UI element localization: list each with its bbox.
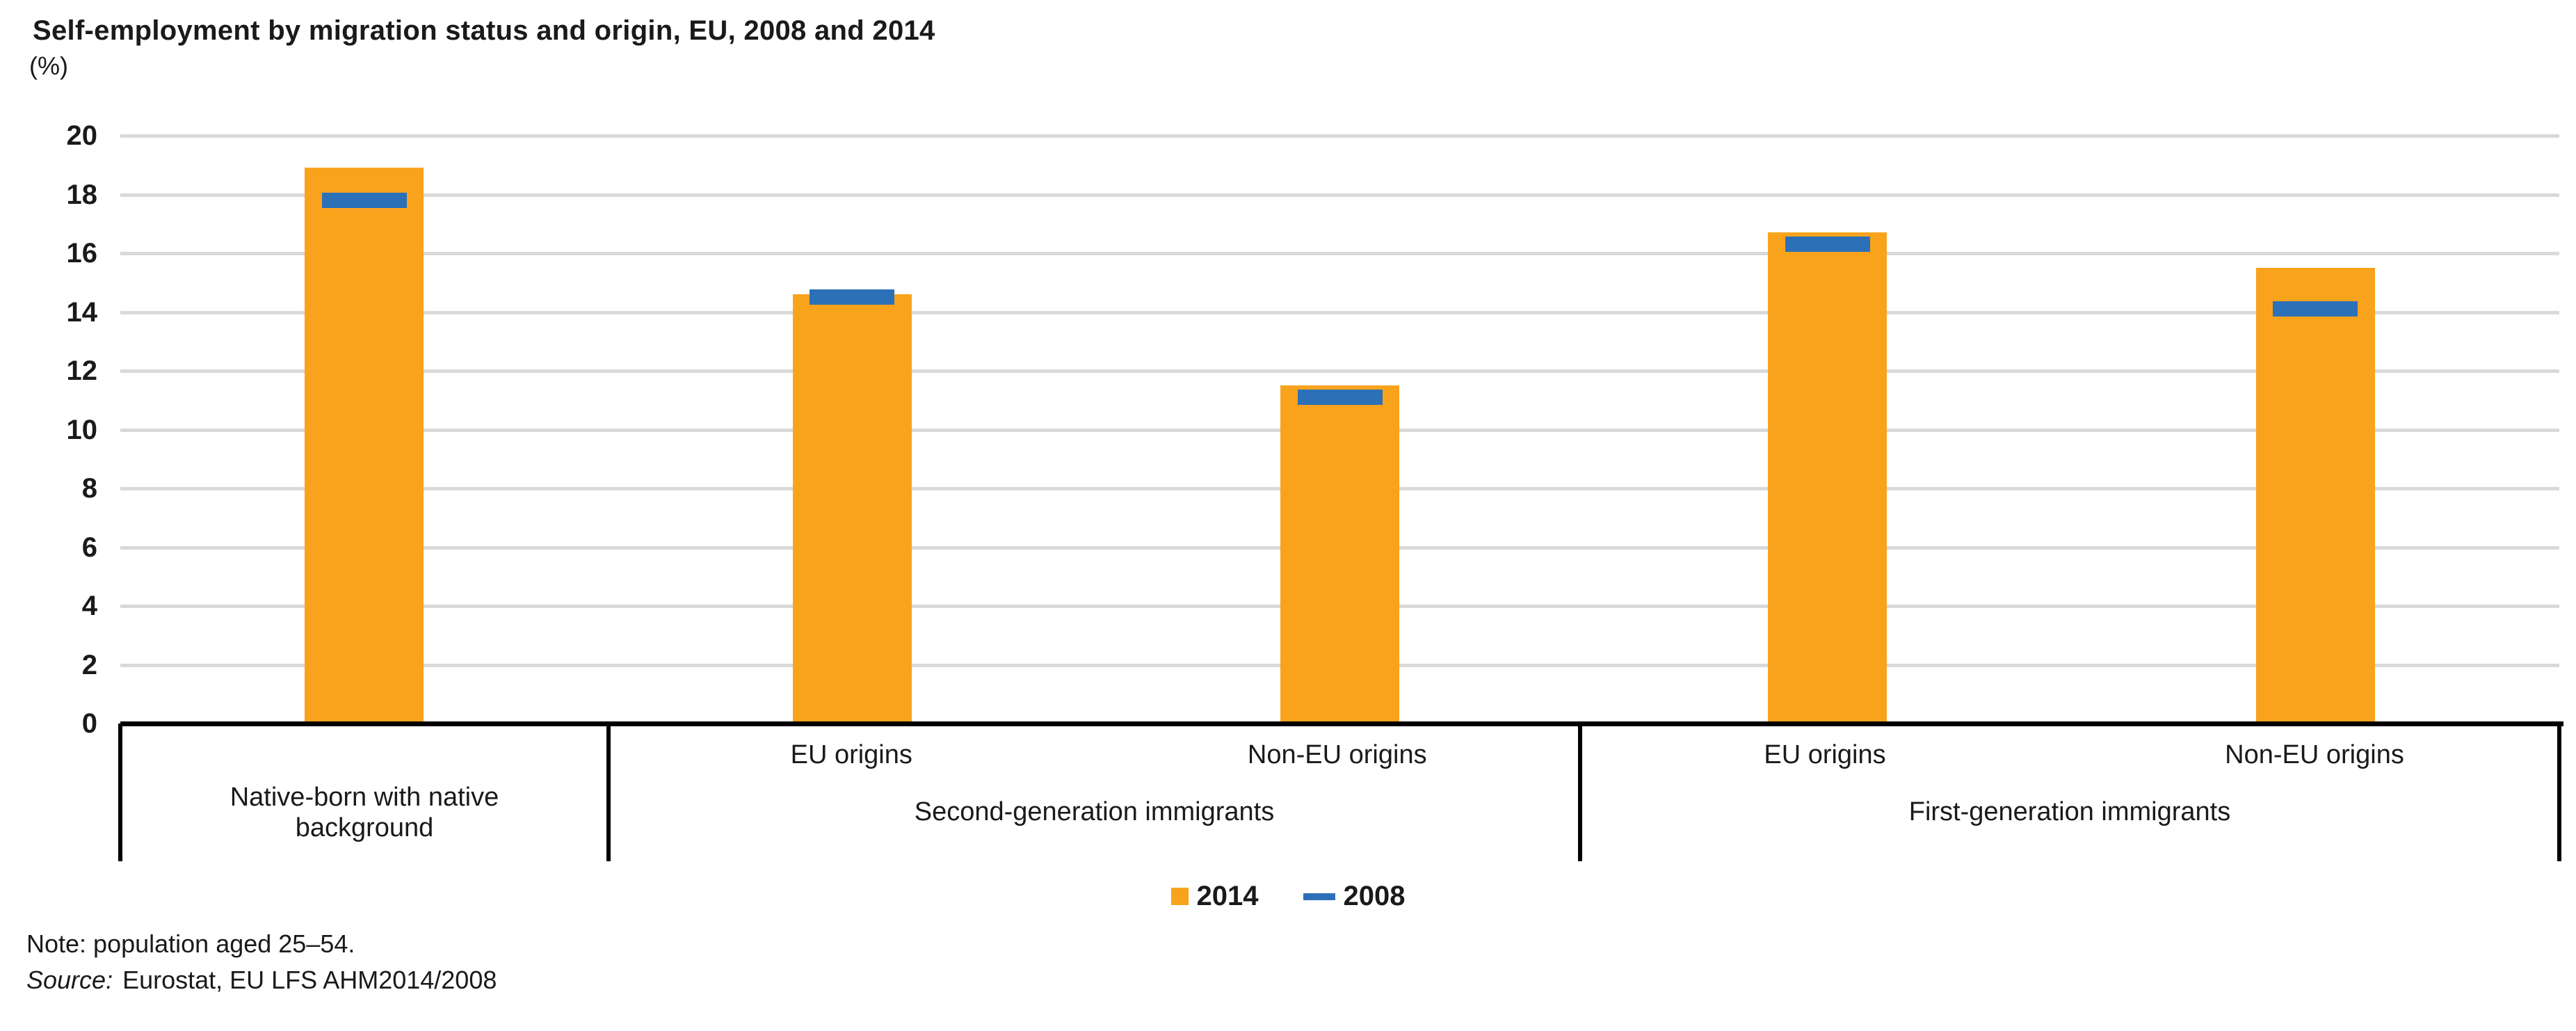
bar-2014-3: [1768, 232, 1887, 724]
bar-2014-2: [1280, 385, 1399, 724]
legend-label-2008: 2008: [1343, 881, 1406, 911]
subcategory-row: EU origins Non-EU origins: [609, 740, 1580, 770]
gridline-18: [120, 193, 2559, 197]
source-line: Source: Eurostat, EU LFS AHM2014/2008: [26, 966, 497, 995]
gridline-14: [120, 310, 2559, 314]
bar-2014-0: [305, 168, 424, 724]
y-tick-label: 18: [66, 179, 98, 210]
gridline-16: [120, 252, 2559, 255]
category-box-left-edge: [118, 724, 122, 861]
bar-2014-4: [2255, 268, 2375, 724]
x-axis-line: [120, 721, 2563, 726]
legend-item-2014: 2014: [1170, 881, 1259, 912]
category-group-label: First-generation immigrants: [1908, 797, 2231, 826]
category-box-right-edge: [2557, 724, 2561, 861]
category-group-second-generation: EU origins Non-EU origins Second-generat…: [609, 724, 1580, 861]
source-value: Eurostat, EU LFS AHM2014/2008: [122, 966, 497, 994]
legend-label-2014: 2014: [1196, 881, 1259, 911]
legend: 2014 2008: [0, 881, 2576, 912]
y-tick-label: 6: [81, 532, 97, 563]
y-tick-label: 2: [81, 649, 97, 680]
chart-title: Self-employment by migration status and …: [33, 15, 935, 46]
marker-2008-0: [321, 192, 407, 208]
y-tick-label: 16: [66, 238, 98, 269]
gridline-20: [120, 134, 2559, 138]
category-label-non-eu-origins: Non-EU origins: [2225, 740, 2404, 769]
marker-2008-2: [1297, 390, 1383, 406]
y-tick-label: 8: [81, 473, 97, 504]
category-group-label: Second-generation immigrants: [914, 797, 1275, 826]
category-divider: [606, 724, 611, 861]
category-group-label: Native-born with native background: [230, 783, 499, 842]
marker-2008-3: [1785, 237, 1870, 253]
y-tick-label: 20: [66, 120, 98, 151]
legend-swatch-2014: [1170, 888, 1189, 905]
y-tick-label: 0: [81, 708, 97, 739]
category-group-first-generation: EU origins Non-EU origins First-generati…: [1580, 724, 2559, 861]
category-group-native-born: Native-born with native background: [120, 724, 609, 861]
subcategory-row: EU origins Non-EU origins: [1580, 740, 2559, 770]
y-tick-label: 14: [66, 296, 98, 328]
category-label-non-eu-origins: Non-EU origins: [1247, 740, 1427, 769]
unit-label: (%): [29, 51, 68, 80]
gridline-12: [120, 369, 2559, 373]
y-tick-label: 4: [81, 591, 97, 621]
y-tick-label: 10: [66, 414, 98, 445]
bar-2014-1: [792, 294, 912, 724]
y-tick-label: 12: [66, 355, 98, 386]
note-text: Note: population aged 25–54.: [26, 929, 355, 958]
category-label-eu-origins: EU origins: [790, 740, 912, 769]
category-label-eu-origins: EU origins: [1764, 740, 1886, 769]
category-divider: [1578, 724, 1582, 861]
marker-2008-4: [2273, 301, 2358, 317]
source-label: Source:: [26, 966, 113, 994]
marker-2008-1: [810, 289, 895, 305]
legend-swatch-2008: [1303, 893, 1335, 900]
legend-item-2008: 2008: [1303, 881, 1406, 912]
